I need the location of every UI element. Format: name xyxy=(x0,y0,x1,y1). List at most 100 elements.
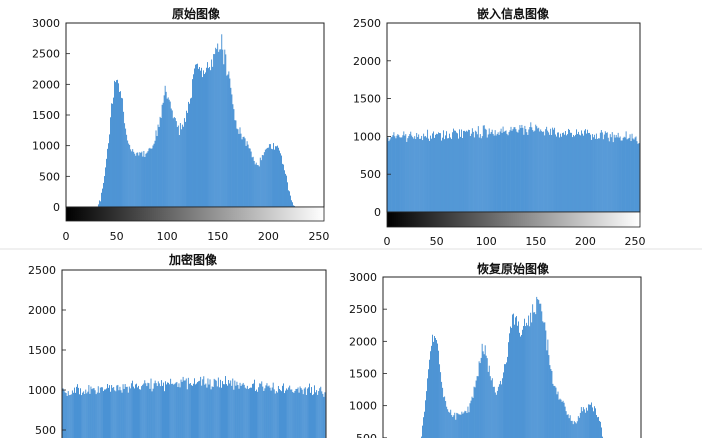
histogram-bar xyxy=(630,134,631,212)
histogram-bar xyxy=(613,142,614,212)
grayscale-colorbar xyxy=(66,207,324,221)
histogram-bar xyxy=(95,390,96,438)
histogram-bar xyxy=(183,377,184,438)
histogram-bar xyxy=(276,146,277,207)
histogram-bar xyxy=(252,157,253,207)
histogram-bar xyxy=(594,135,595,212)
histogram-bar xyxy=(252,384,253,438)
histogram-bar xyxy=(199,67,200,207)
histogram-bar xyxy=(566,411,567,438)
histogram-bar xyxy=(195,384,196,438)
histogram-bar xyxy=(245,138,246,207)
histogram-bar xyxy=(93,388,94,438)
histogram-bar xyxy=(564,403,565,438)
histogram-bar xyxy=(221,34,222,207)
histogram-bar xyxy=(227,386,228,438)
histogram-bar xyxy=(191,385,192,438)
histogram-bar xyxy=(290,390,291,438)
histogram-bar xyxy=(485,129,486,212)
histogram-bar xyxy=(295,391,296,438)
histogram-bar xyxy=(479,138,480,212)
histogram-bar xyxy=(165,86,166,207)
histogram-bar xyxy=(451,139,452,212)
histogram-bar xyxy=(531,322,532,438)
histogram-bar xyxy=(462,412,463,438)
histogram-bar xyxy=(485,345,486,438)
histogram-bar xyxy=(101,387,102,438)
y-tick-label: 2000 xyxy=(28,304,56,317)
histogram-bar xyxy=(495,130,496,212)
histogram-bar xyxy=(260,384,261,438)
histogram-bar xyxy=(124,123,125,207)
histogram-bar xyxy=(552,128,553,212)
histogram-bar xyxy=(436,134,437,212)
histogram-bar xyxy=(514,127,515,212)
histogram-bar xyxy=(212,67,213,207)
histogram-bar xyxy=(259,383,260,438)
histogram-bar xyxy=(525,126,526,212)
histogram-bar xyxy=(170,102,171,207)
histogram-bar xyxy=(439,133,440,212)
histogram-bar xyxy=(452,132,453,212)
histogram-bar xyxy=(410,132,411,212)
histogram-bar xyxy=(542,132,543,212)
histogram-bar xyxy=(500,131,501,212)
histogram-bar xyxy=(461,130,462,212)
histogram-bar xyxy=(397,136,398,212)
histogram-bar xyxy=(593,137,594,212)
histogram-bar xyxy=(218,52,219,207)
histogram-bar xyxy=(132,381,133,438)
histogram-bar xyxy=(83,391,84,438)
histogram-bar xyxy=(429,141,430,212)
histogram-bar xyxy=(139,389,140,438)
histogram-bar xyxy=(137,152,138,207)
histogram-bar xyxy=(97,393,98,438)
histogram-bar xyxy=(502,133,503,212)
histogram-bar xyxy=(163,103,164,207)
histogram-bar xyxy=(476,132,477,212)
histogram-bar xyxy=(232,94,233,207)
histogram-bar xyxy=(512,131,513,212)
histogram-bar xyxy=(626,131,627,212)
histogram-bar xyxy=(268,148,269,207)
histogram-bar xyxy=(529,326,530,438)
histogram-bar xyxy=(235,120,236,207)
histogram-bar xyxy=(402,135,403,212)
histogram-bar xyxy=(219,387,220,438)
histogram-bar xyxy=(236,120,237,207)
histogram-bar xyxy=(68,391,69,438)
histogram-bar xyxy=(194,68,195,207)
histogram-bar xyxy=(452,417,453,438)
histogram-bar xyxy=(190,383,191,438)
histogram-bar xyxy=(142,385,143,438)
histogram-bar xyxy=(490,134,491,212)
histogram-bar xyxy=(496,136,497,213)
histogram-bar xyxy=(285,391,286,438)
histogram-bar xyxy=(106,159,107,207)
histogram-bar xyxy=(571,133,572,212)
histogram-bar xyxy=(520,337,521,438)
y-tick-label: 500 xyxy=(35,424,56,437)
histogram-bar xyxy=(114,81,115,207)
histogram-bar xyxy=(276,391,277,438)
histogram-bar xyxy=(456,133,457,213)
y-tick-label: 2500 xyxy=(349,303,377,316)
histogram-bar xyxy=(257,165,258,207)
histogram-bar xyxy=(533,312,534,438)
x-tick-label: 200 xyxy=(575,235,596,248)
histogram-bar xyxy=(146,154,147,207)
histogram-bar xyxy=(289,191,290,207)
histogram-bar xyxy=(144,151,145,207)
histogram-bar xyxy=(106,388,107,438)
histogram-bar xyxy=(559,400,560,438)
histogram-bar xyxy=(161,118,162,207)
histogram-bar xyxy=(618,133,619,212)
histogram-bar xyxy=(161,380,162,438)
histogram-bar xyxy=(207,62,208,207)
histogram-bar xyxy=(599,421,600,438)
histogram-bar xyxy=(304,389,305,438)
histogram-bar xyxy=(141,152,142,207)
histogram-bar xyxy=(198,381,199,438)
y-tick-label: 3000 xyxy=(349,271,377,284)
histogram-bar xyxy=(221,388,222,438)
